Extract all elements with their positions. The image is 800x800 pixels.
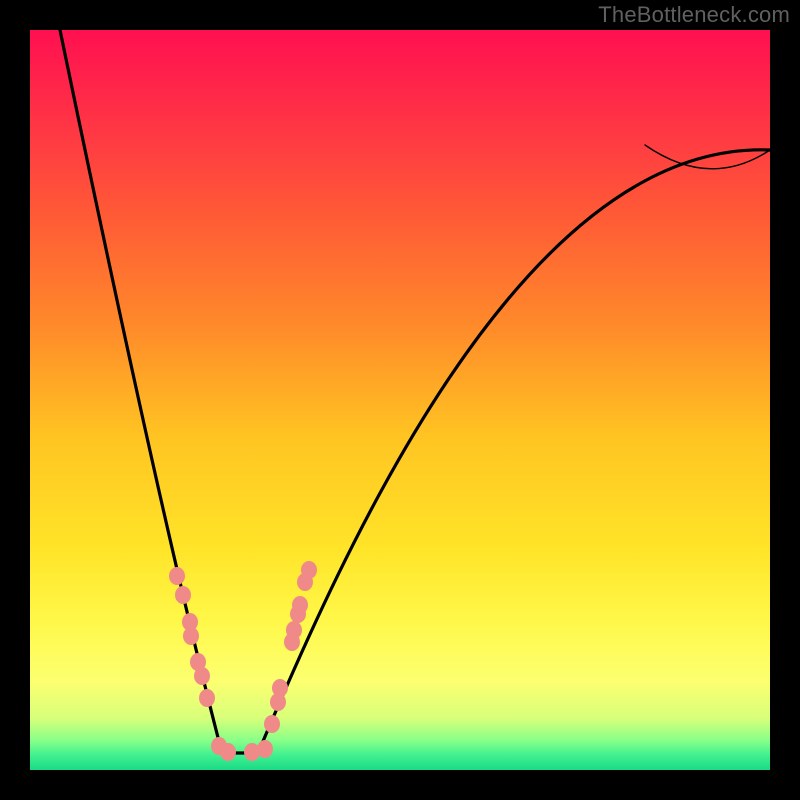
marker-point: [194, 667, 210, 685]
chart-svg: [0, 0, 800, 800]
marker-point: [220, 743, 236, 761]
marker-point: [257, 740, 273, 758]
watermark-text: TheBottleneck.com: [598, 2, 790, 28]
marker-point: [169, 567, 185, 585]
marker-point: [292, 596, 308, 614]
marker-point: [175, 586, 191, 604]
marker-point: [272, 679, 288, 697]
marker-point: [264, 715, 280, 733]
marker-point: [199, 689, 215, 707]
marker-point: [286, 621, 302, 639]
marker-point: [301, 561, 317, 579]
chart-container: TheBottleneck.com: [0, 0, 800, 800]
marker-point: [183, 627, 199, 645]
plot-background: [30, 30, 770, 770]
